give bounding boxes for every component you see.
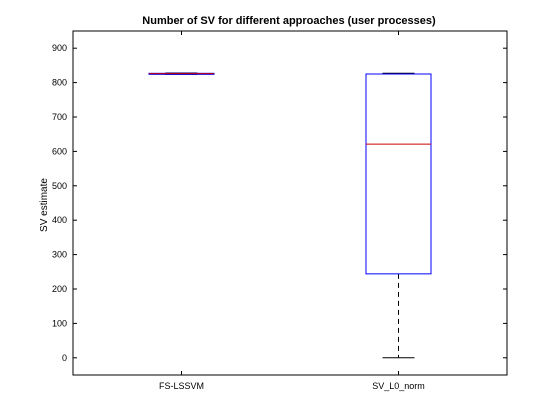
y-tick-label: 900 <box>52 43 67 53</box>
x-tick-label: FS-LSSVM <box>159 381 204 391</box>
y-tick-label: 500 <box>52 181 67 191</box>
chart-title: Number of SV for different approaches (u… <box>142 15 436 27</box>
y-tick-label: 700 <box>52 112 67 122</box>
plot-frame <box>72 30 508 376</box>
y-tick-label: 400 <box>52 215 67 225</box>
box-iqr <box>365 73 432 275</box>
y-tick-label: 200 <box>52 284 67 294</box>
y-axis-label: SV estimate <box>39 178 50 232</box>
y-tick-label: 800 <box>52 78 67 88</box>
y-tick-label: 300 <box>52 250 67 260</box>
x-tick-label: SV_L0_norm <box>372 381 425 391</box>
y-tick-label: 600 <box>52 146 67 156</box>
y-tick-label: 100 <box>52 318 67 328</box>
y-tick-label: 0 <box>62 353 67 363</box>
